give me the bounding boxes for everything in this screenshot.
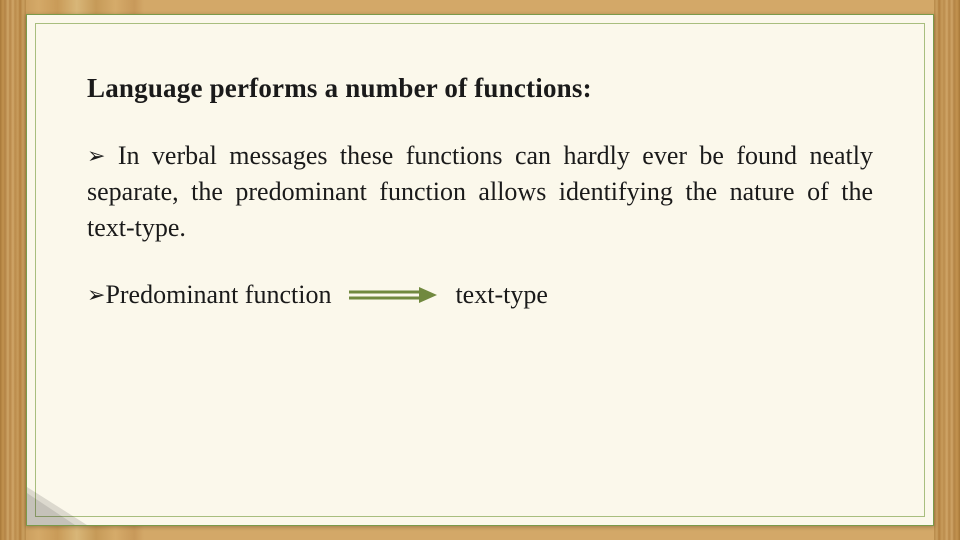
- arrow-icon: [349, 287, 437, 303]
- slide-paper: Language performs a number of functions:…: [26, 14, 934, 526]
- slide-content: Language performs a number of functions:…: [87, 73, 873, 310]
- relation-right-text: text-type: [455, 280, 547, 310]
- wood-frame-left: [0, 0, 26, 540]
- bullet-icon: ➢: [87, 141, 105, 171]
- bullet-icon: ➢: [87, 282, 105, 308]
- paragraph-text: In verbal messages these functions can h…: [87, 141, 873, 242]
- relation-left-text: Predominant function: [105, 280, 331, 309]
- relation-left: ➢Predominant function: [87, 280, 331, 310]
- bullet-paragraph-1: ➢ In verbal messages these functions can…: [87, 138, 873, 246]
- corner-fold-shadow: [27, 481, 87, 525]
- relation-row: ➢Predominant function text-type: [87, 280, 873, 310]
- wood-frame-right: [934, 0, 960, 540]
- slide-title: Language performs a number of functions:: [87, 73, 873, 104]
